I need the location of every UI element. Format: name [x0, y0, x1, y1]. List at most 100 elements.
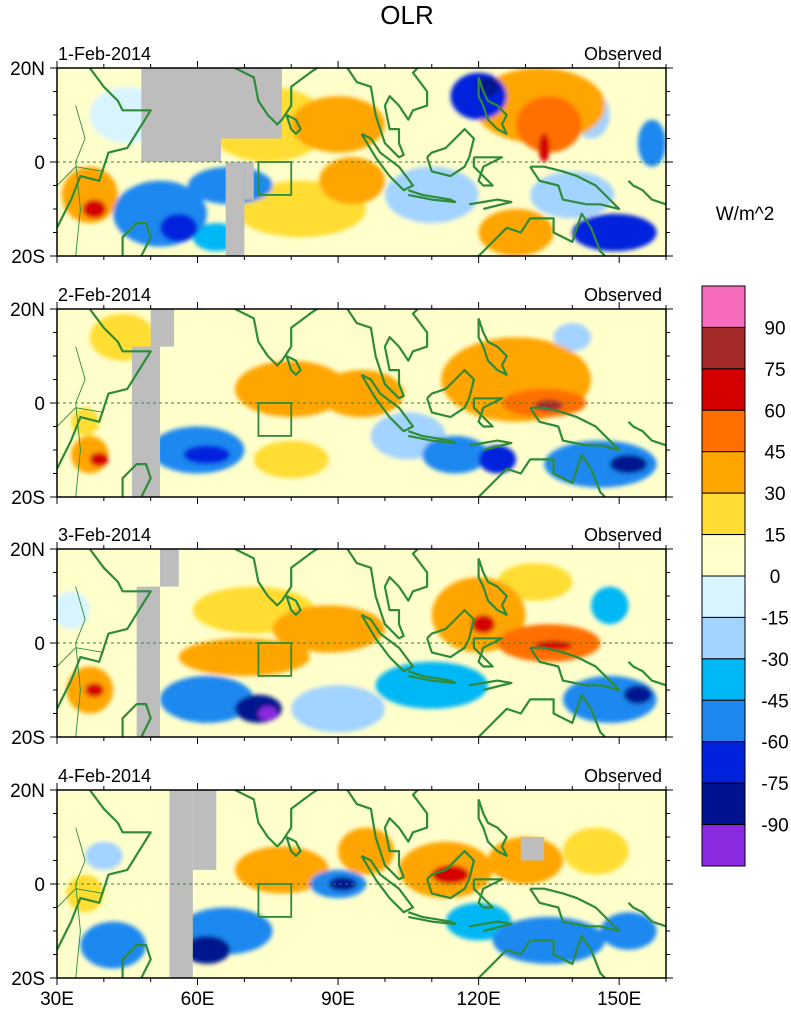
colorbar-tick-label: 15	[764, 526, 785, 547]
panel-ticks	[50, 542, 673, 744]
olr-field	[57, 530, 666, 737]
coastline	[285, 355, 302, 376]
coastline	[285, 595, 302, 616]
coastline	[345, 68, 429, 159]
colorbar-swatch	[701, 451, 746, 494]
coastline	[183, 790, 205, 792]
colorbar-swatch	[701, 741, 746, 784]
coastline	[57, 68, 152, 229]
colorbar-tick-label: -60	[761, 733, 788, 754]
colorbar-tick-label: 30	[764, 484, 785, 505]
colorbar-swatch	[701, 492, 746, 536]
colorbar-swatch	[701, 326, 746, 370]
anomaly-blob	[258, 706, 278, 721]
coastline	[57, 790, 152, 951]
anomaly-blob	[57, 591, 90, 629]
y-tick-label: 20S	[11, 969, 45, 990]
coastline	[57, 309, 152, 470]
coastline	[529, 646, 621, 692]
coastline	[529, 165, 621, 211]
coastline	[477, 318, 508, 376]
coastlines	[57, 790, 666, 978]
y-tick-label: 0	[34, 153, 45, 174]
anomaly-blob	[183, 935, 231, 964]
coastline	[627, 180, 666, 206]
coastline	[234, 68, 319, 126]
anomaly-blob	[85, 682, 104, 698]
missing-data-region	[131, 346, 161, 497]
y-tick-label: 20S	[11, 728, 45, 749]
anomaly-blob	[235, 846, 329, 894]
anomaly-blob	[89, 452, 109, 467]
panel-observed-label: Observed	[584, 44, 662, 64]
anomaly-blob	[82, 199, 107, 219]
y-tick-label: 20S	[11, 247, 45, 268]
coastline	[479, 530, 488, 539]
anomaly-blob	[80, 921, 147, 969]
olr-field	[57, 790, 666, 978]
colorbar-swatch	[701, 368, 746, 411]
country-border	[57, 166, 104, 186]
country-border	[57, 888, 104, 908]
coastline	[472, 156, 504, 187]
colorbar-swatch	[701, 575, 746, 618]
coastline	[407, 430, 457, 445]
anomaly-blob	[431, 577, 526, 653]
anomaly-blob	[471, 614, 496, 634]
anomaly-blob	[178, 638, 310, 676]
colorbar-swatch	[701, 534, 746, 577]
colorbar-tick-label: 60	[764, 401, 785, 422]
anomaly-blob	[375, 661, 488, 709]
anomaly-blob	[66, 874, 104, 913]
anomaly-blob	[160, 675, 254, 723]
country-border	[57, 407, 104, 427]
coastline	[472, 637, 504, 668]
y-tick-label: 0	[34, 394, 45, 415]
panel-date-label: 4-Feb-2014	[58, 766, 151, 786]
coastlines	[57, 68, 666, 256]
coastline	[477, 799, 508, 857]
coastline	[360, 132, 415, 192]
coastline	[469, 439, 513, 452]
colorbar-tick-label: -15	[761, 608, 788, 629]
x-tick-label: 150E	[597, 989, 641, 1010]
anomaly-blob	[253, 440, 329, 479]
chart-title: OLR	[380, 0, 433, 30]
x-tick-label: 30E	[40, 989, 74, 1010]
panel-date-label: 2-Feb-2014	[58, 285, 151, 305]
colorbar-swatch	[701, 616, 746, 660]
y-tick-label: 20N	[10, 59, 45, 80]
missing-data-region	[520, 837, 545, 861]
panel-ticks	[50, 302, 673, 504]
map-panel-1: 20N 0 20S 1-Feb-2014 Observed	[10, 44, 673, 268]
coastline	[234, 549, 319, 607]
anomaly-blob	[338, 827, 395, 875]
missing-data-region	[192, 790, 217, 870]
olr-field	[57, 309, 666, 497]
colorbar-tick-label: -75	[761, 774, 788, 795]
coastline	[469, 679, 513, 692]
anomaly-blob	[431, 865, 470, 884]
y-tick-label: 20N	[10, 781, 45, 802]
missing-data-region	[136, 586, 161, 737]
y-tick-label: 20N	[10, 300, 45, 321]
anomaly-blob	[562, 827, 629, 875]
coastline	[529, 887, 621, 933]
anomaly-blob	[319, 157, 385, 205]
coastline	[345, 549, 429, 640]
coastline	[469, 920, 513, 933]
coastline	[234, 790, 319, 848]
y-tick-label: 20N	[10, 540, 45, 561]
anomaly-blob	[553, 323, 592, 352]
x-tick-label: 90E	[321, 989, 355, 1010]
coastline	[477, 77, 508, 135]
colorbar-swatch	[701, 285, 746, 328]
anomaly-blob	[600, 912, 657, 950]
anomaly-blob	[291, 96, 385, 153]
coastline	[627, 421, 666, 447]
coastline	[475, 453, 606, 497]
missing-data-region	[206, 68, 282, 139]
colorbar: 90 75 60 45 30 15 0 -15 -30 -45 -60 -75 -90	[701, 285, 789, 867]
anomaly-blob	[476, 77, 500, 97]
colorbar-tick-label: 90	[764, 318, 785, 339]
